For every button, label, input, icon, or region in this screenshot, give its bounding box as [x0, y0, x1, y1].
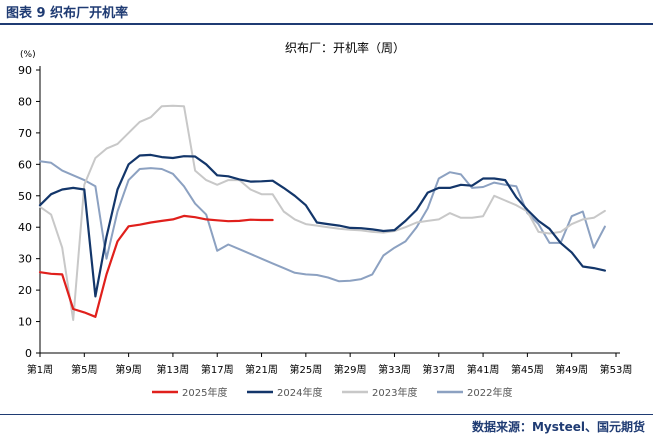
x-tick-label: 第13周 [157, 363, 190, 376]
y-tick-label: 40 [18, 221, 32, 234]
footer-rule [0, 414, 653, 415]
legend-label-2023年度: 2023年度 [372, 386, 417, 399]
x-tick-label: 第53周 [600, 363, 633, 376]
y-axis-unit: (%) [20, 50, 36, 60]
y-tick-label: 30 [18, 253, 32, 266]
y-tick-label: 70 [18, 127, 32, 140]
y-tick-label: 0 [25, 347, 32, 360]
legend-label-2022年度: 2022年度 [467, 386, 512, 399]
chart-title: 织布厂：开机率（周） [285, 40, 405, 55]
series-line-2025年度 [38, 214, 274, 318]
x-tick-label: 第33周 [378, 363, 411, 376]
series-line-2022年度 [39, 160, 606, 283]
x-tick-label: 第45周 [511, 363, 544, 376]
y-tick-label: 80 [18, 95, 32, 108]
header-rule [0, 23, 653, 25]
figure-title: 图表 9 织布厂开机率 [6, 6, 129, 21]
x-tick-label: 第1周 [27, 363, 53, 376]
x-tick-label: 第37周 [422, 363, 455, 376]
y-tick-label: 60 [18, 158, 32, 171]
series-line-2023年度 [39, 104, 606, 321]
x-tick-label: 第41周 [467, 363, 500, 376]
y-tick-label: 20 [18, 284, 32, 297]
legend-label-2025年度: 2025年度 [182, 386, 227, 399]
x-tick-label: 第5周 [71, 363, 97, 376]
y-tick-label: 90 [18, 64, 32, 77]
x-tick-label: 第17周 [201, 363, 234, 376]
x-tick-label: 第25周 [289, 363, 322, 376]
x-tick-label: 第21周 [245, 363, 278, 376]
series-line-2024年度 [38, 153, 606, 298]
source-note: 数据来源：Mysteel、国元期货 [471, 420, 645, 434]
y-tick-label: 50 [18, 190, 32, 203]
x-tick-label: 第49周 [555, 363, 588, 376]
y-tick-label: 10 [18, 316, 32, 329]
x-tick-label: 第9周 [115, 363, 141, 376]
legend-label-2024年度: 2024年度 [277, 386, 322, 399]
x-tick-label: 第29周 [334, 363, 367, 376]
